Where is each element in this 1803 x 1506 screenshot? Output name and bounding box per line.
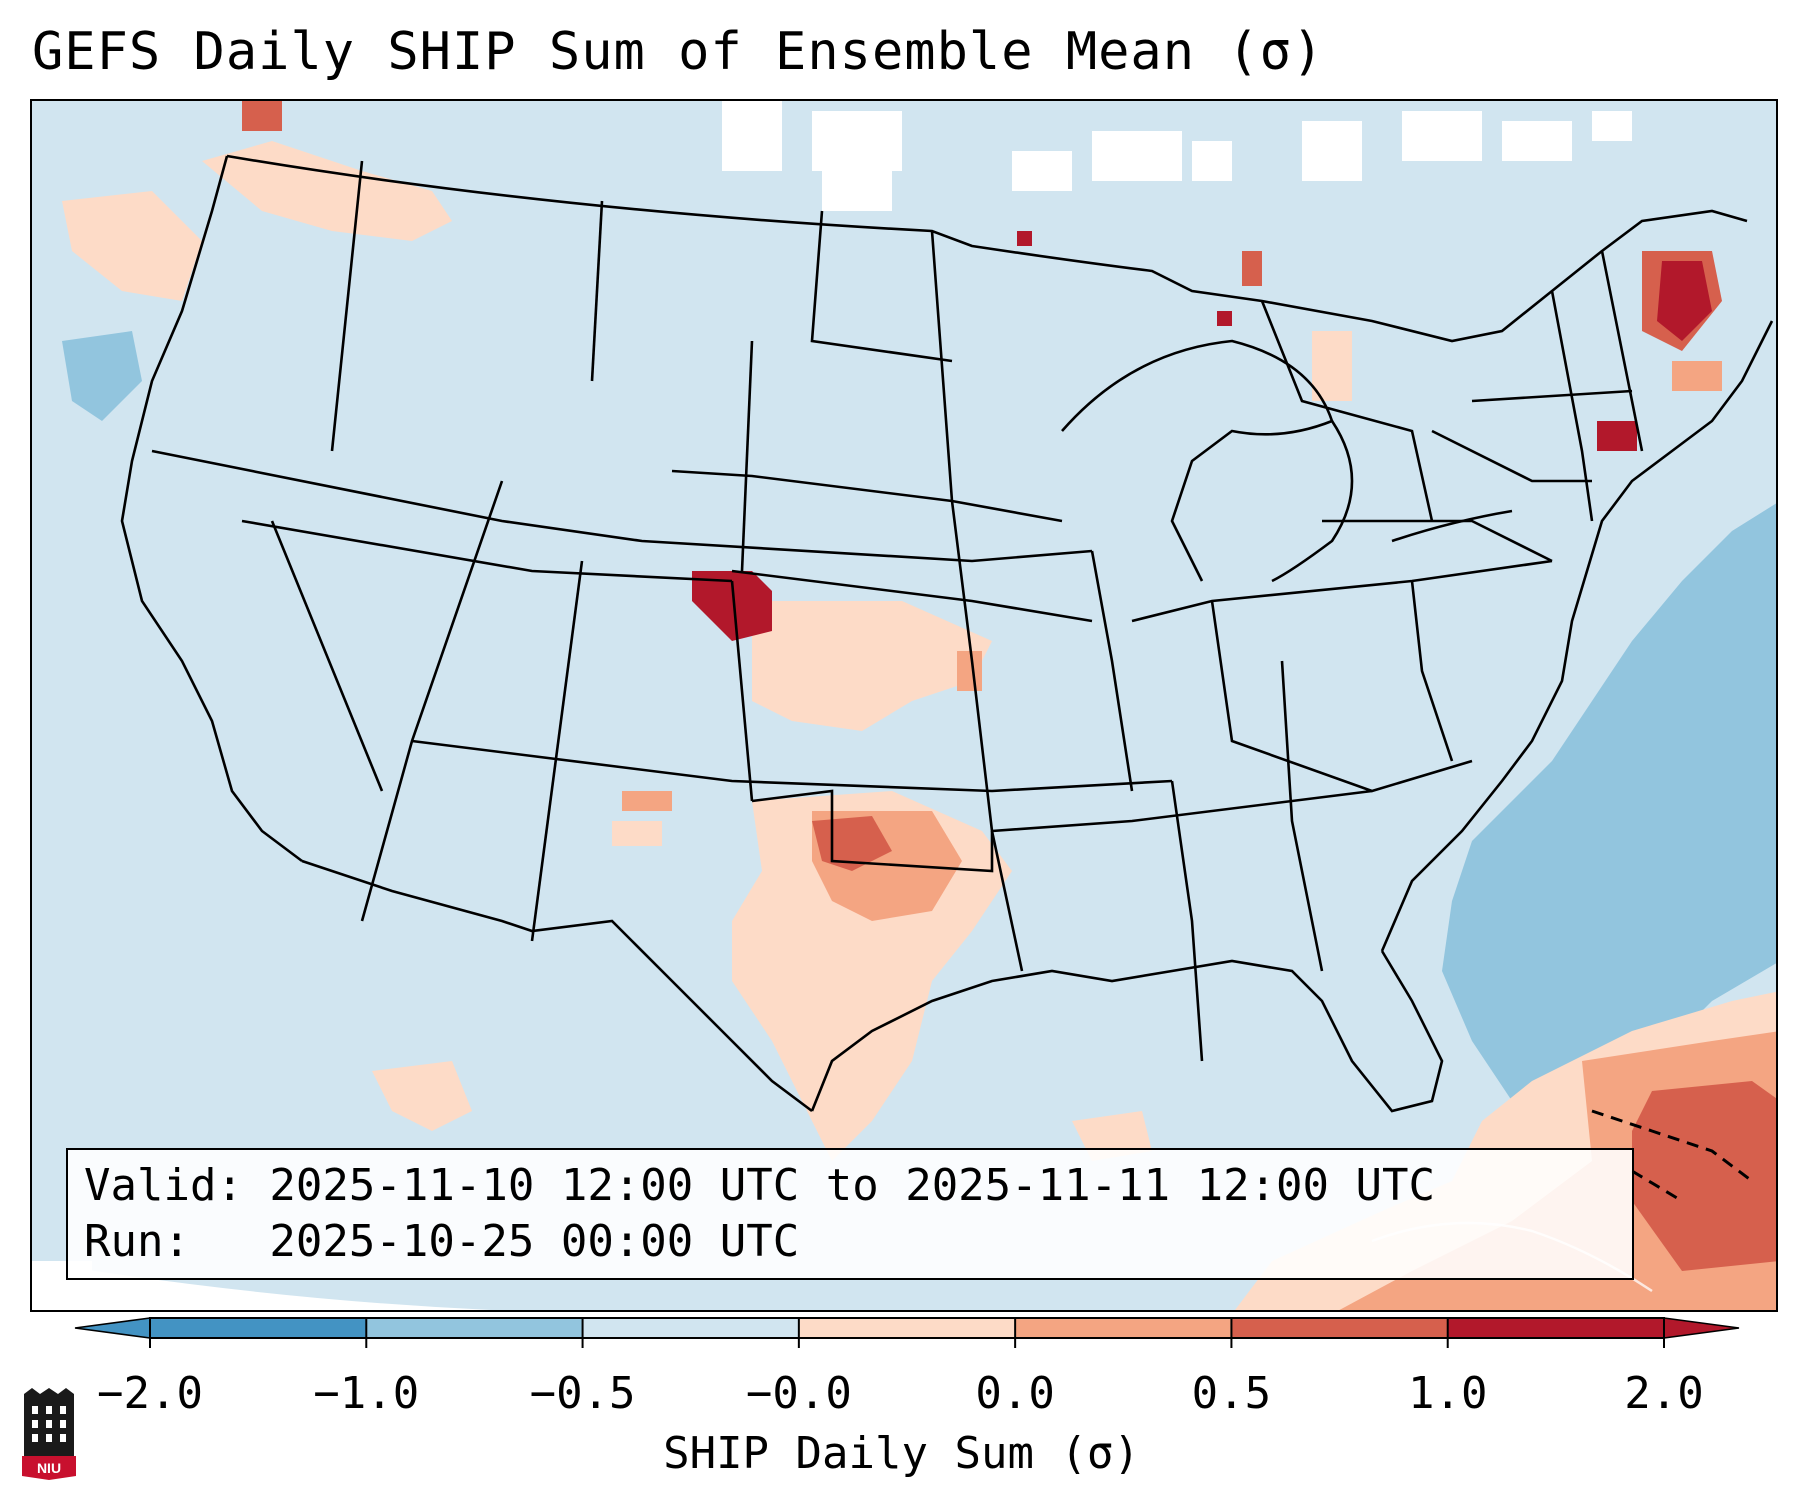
state-boundaries xyxy=(120,154,1774,1113)
svg-text:NIU: NIU xyxy=(37,1460,61,1476)
colorbar-segment xyxy=(798,1318,1016,1338)
colorbar-segment xyxy=(582,1318,799,1338)
colorbar-tick-label: 1.0 xyxy=(1407,1368,1488,1419)
niu-building-logo-icon: NIU xyxy=(22,1388,76,1480)
colorbar-tick-label: −1.0 xyxy=(313,1368,420,1419)
colorbar-tick-label: −0.0 xyxy=(745,1368,852,1419)
colorbar-segment xyxy=(366,1318,583,1338)
colorbar-label: SHIP Daily Sum (σ) xyxy=(663,1428,1140,1479)
chart-title: GEFS Daily SHIP Sum of Ensemble Mean (σ) xyxy=(32,22,1325,82)
pacific-negative-region xyxy=(62,331,142,421)
colorbar-segment xyxy=(1447,1318,1664,1338)
colorbar-tick-label: 0.0 xyxy=(975,1368,1055,1419)
colorbar-tick-label: 2.0 xyxy=(1624,1368,1704,1419)
colorbar-tick-label: −0.5 xyxy=(529,1368,636,1419)
valid-run-info-box: Valid: 2025-11-10 12:00 UTC to 2025-11-1… xyxy=(66,1148,1634,1280)
colorbar-segment xyxy=(1015,1318,1232,1338)
caribbean-islands xyxy=(1591,1109,1753,1203)
colorbar-ticks xyxy=(149,1318,1665,1348)
colorbar-segment xyxy=(1231,1318,1448,1338)
domain-edge xyxy=(32,1261,492,1310)
colorbar-tick-label: 0.5 xyxy=(1191,1368,1272,1419)
run-line: Run: 2025-10-25 00:00 UTC xyxy=(84,1216,800,1267)
colorbar-extend-high xyxy=(1663,1317,1740,1339)
valid-line: Valid: 2025-11-10 12:00 UTC to 2025-11-1… xyxy=(84,1160,1436,1211)
atlantic-negative-region xyxy=(1442,503,1776,1121)
colorbar-extend-low xyxy=(74,1317,151,1339)
colorbar-segment xyxy=(150,1318,367,1338)
colorbar-tick-label: −2.0 xyxy=(97,1368,203,1419)
map-panel xyxy=(30,99,1778,1312)
great-lakes xyxy=(1061,339,1592,583)
colorbar-segments xyxy=(74,1317,1740,1339)
colorbar xyxy=(74,1317,1740,1348)
